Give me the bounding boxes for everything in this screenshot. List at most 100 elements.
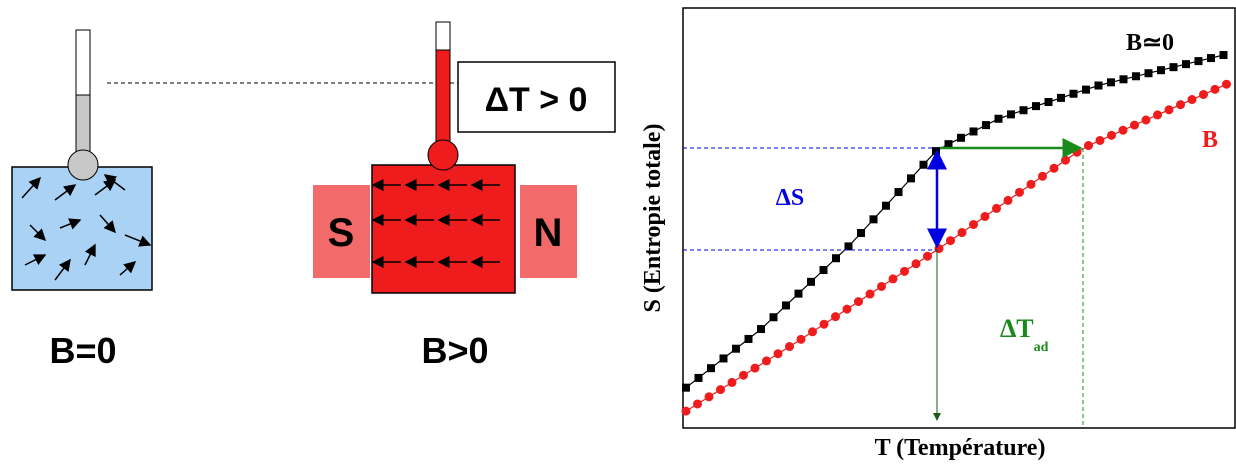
curve-marker bbox=[992, 203, 1001, 213]
curve-marker bbox=[844, 242, 853, 251]
curve-marker bbox=[693, 399, 702, 409]
curve-marker bbox=[982, 121, 990, 130]
curve-marker bbox=[1044, 97, 1053, 106]
curve-marker bbox=[1119, 75, 1128, 84]
curve-marker bbox=[694, 373, 703, 382]
curve-marker bbox=[1032, 102, 1040, 111]
curve-marker bbox=[1038, 171, 1047, 181]
curve-marker bbox=[923, 251, 932, 261]
curve-marker bbox=[969, 127, 978, 136]
curve-marker bbox=[1219, 51, 1228, 60]
curve-marker bbox=[980, 211, 990, 221]
x-axis-label: T (Température) bbox=[875, 435, 1046, 461]
curve-marker bbox=[957, 228, 967, 238]
curve-marker bbox=[704, 392, 714, 402]
curve-marker bbox=[807, 277, 815, 286]
curve-marker bbox=[1132, 72, 1140, 81]
curve-marker bbox=[1169, 63, 1178, 72]
curve-marker bbox=[1207, 54, 1215, 63]
curve-marker bbox=[1182, 60, 1190, 69]
curve-marker bbox=[877, 281, 886, 291]
curve-marker bbox=[1187, 95, 1197, 105]
delta-t-ad-label: ΔTad bbox=[1000, 314, 1049, 355]
curve-marker bbox=[819, 319, 829, 329]
delta-t-main: ΔT bbox=[1000, 314, 1034, 343]
delta-t-label: ΔT > 0 bbox=[485, 81, 588, 119]
caption: B>0 bbox=[421, 330, 488, 371]
curve-marker bbox=[865, 289, 875, 299]
curve-marker bbox=[869, 215, 878, 224]
curve-marker bbox=[808, 327, 817, 337]
y-axis-label: S (Entropie totale) bbox=[640, 124, 666, 313]
curve-marker bbox=[719, 354, 728, 363]
sample-zero-field bbox=[11, 29, 153, 291]
curve-marker bbox=[832, 254, 840, 263]
curve-marker bbox=[744, 334, 753, 343]
curve-marker bbox=[1107, 78, 1115, 87]
spin-arrow bbox=[119, 261, 137, 276]
delta-s-label: ΔS bbox=[776, 185, 804, 211]
curve-marker bbox=[682, 383, 690, 392]
curve-marker bbox=[946, 236, 955, 246]
curve-marker bbox=[1144, 69, 1153, 78]
curve-marker bbox=[894, 188, 903, 197]
curve-marker bbox=[1082, 85, 1090, 94]
curve-marker bbox=[1210, 84, 1220, 94]
curve-marker bbox=[785, 342, 794, 352]
spin-arrow bbox=[54, 184, 77, 201]
curve-marker bbox=[1107, 130, 1116, 140]
curve-marker bbox=[1049, 163, 1059, 173]
curve-marker bbox=[831, 312, 840, 322]
curve-marker bbox=[681, 406, 691, 416]
spin-arrow bbox=[59, 218, 82, 230]
curve-marker bbox=[732, 344, 740, 353]
plot-frame bbox=[682, 7, 1236, 429]
curve-marker bbox=[1157, 66, 1165, 75]
curve-marker bbox=[1141, 115, 1151, 125]
curve-marker bbox=[727, 377, 737, 387]
curve-marker bbox=[739, 370, 748, 380]
spin-arrow bbox=[54, 258, 71, 281]
spin-arrow bbox=[84, 243, 96, 266]
curve-marker bbox=[1094, 81, 1103, 90]
curve-marker bbox=[1015, 187, 1024, 197]
spin-arrow bbox=[103, 174, 126, 191]
curve-marker bbox=[773, 349, 783, 359]
spin-arrow bbox=[21, 176, 42, 199]
curve-marker bbox=[1061, 155, 1070, 165]
curve-marker bbox=[1019, 106, 1028, 115]
spin-arrow bbox=[29, 224, 47, 242]
delta-t-sub: ad bbox=[1034, 340, 1049, 355]
curve-marker bbox=[907, 174, 915, 183]
curve-marker bbox=[769, 313, 778, 322]
curve-marker bbox=[1007, 110, 1015, 119]
curve-marker bbox=[1118, 125, 1128, 135]
curve-marker bbox=[1199, 89, 1208, 99]
curve-marker bbox=[957, 133, 965, 142]
curve-marker bbox=[1130, 120, 1139, 130]
curve-marker bbox=[882, 201, 890, 210]
curve-marker bbox=[819, 266, 828, 275]
label-box bbox=[457, 61, 616, 133]
curve-marker bbox=[1194, 57, 1203, 66]
curve-marker bbox=[750, 363, 760, 373]
curve-marker bbox=[994, 114, 1003, 123]
curve-marker bbox=[757, 325, 765, 334]
curve-marker bbox=[1164, 105, 1174, 115]
curve-marker bbox=[796, 334, 806, 344]
caption: B=0 bbox=[49, 330, 116, 371]
magnet-label: S bbox=[328, 211, 355, 255]
curve-marker bbox=[1026, 179, 1036, 189]
curve-marker bbox=[1069, 89, 1078, 98]
curve-marker bbox=[1176, 100, 1185, 110]
curve-marker bbox=[854, 297, 863, 307]
curve-marker bbox=[969, 220, 978, 229]
magnet bbox=[313, 185, 370, 278]
curve-marker bbox=[911, 259, 921, 269]
curve-marker bbox=[782, 301, 790, 310]
curve-marker bbox=[762, 356, 771, 366]
curve-marker bbox=[1222, 79, 1231, 89]
curve-marker bbox=[1057, 93, 1065, 102]
curve-marker bbox=[1084, 141, 1093, 151]
